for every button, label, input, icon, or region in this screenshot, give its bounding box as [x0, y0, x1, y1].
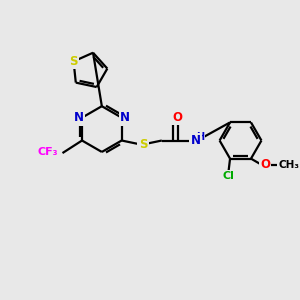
Text: Cl: Cl	[223, 172, 235, 182]
Text: H: H	[196, 132, 204, 142]
Text: N: N	[191, 134, 201, 147]
Text: CF₃: CF₃	[38, 147, 58, 157]
Text: CH₃: CH₃	[278, 160, 299, 170]
Text: N: N	[74, 111, 84, 124]
Text: O: O	[260, 158, 270, 171]
Text: O: O	[172, 111, 182, 124]
Text: S: S	[69, 55, 78, 68]
Text: N: N	[120, 111, 130, 124]
Text: S: S	[139, 138, 147, 151]
